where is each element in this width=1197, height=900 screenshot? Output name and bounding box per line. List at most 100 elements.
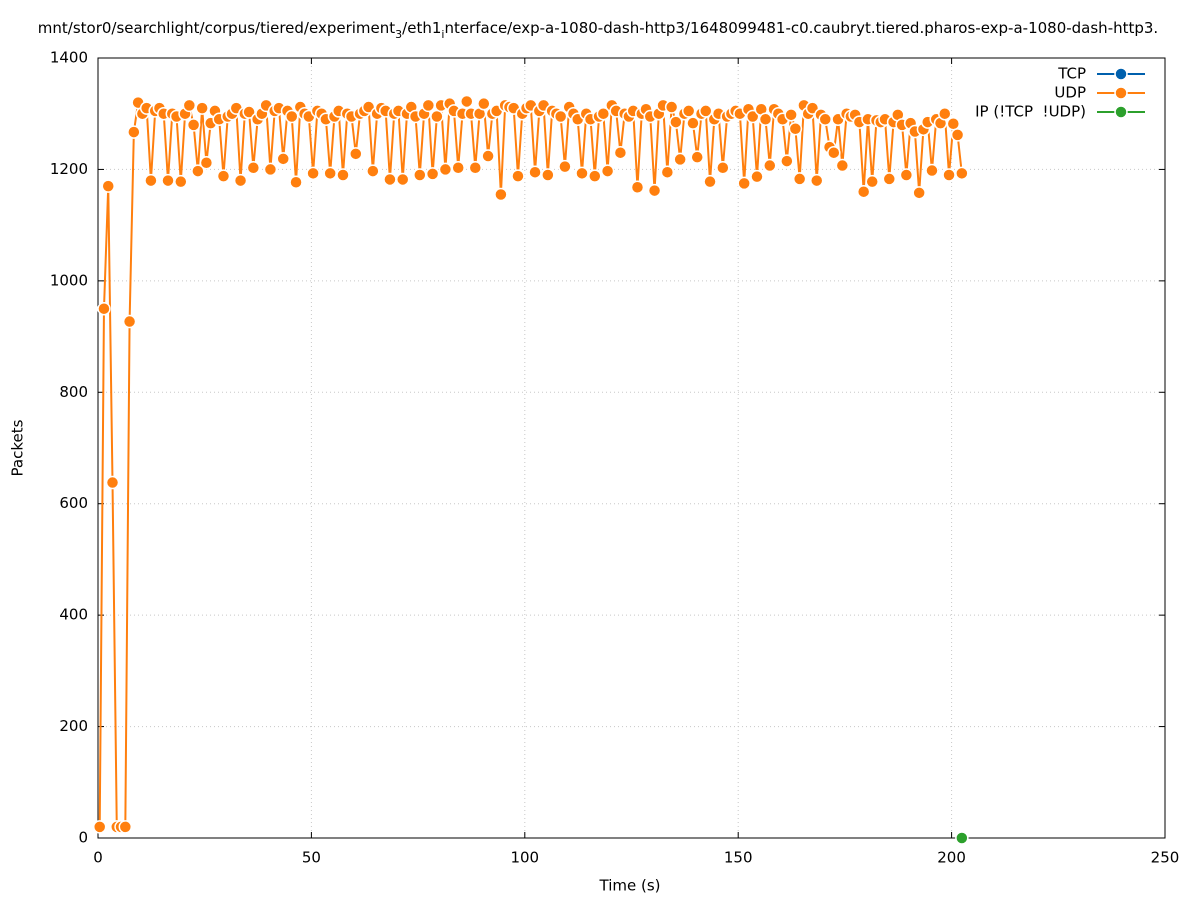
data-point [955, 831, 969, 845]
data-point [263, 162, 278, 177]
data-point [613, 145, 628, 160]
x-tick-label: 200 [937, 849, 966, 867]
data-point [101, 179, 115, 193]
data-point [127, 125, 141, 139]
data-point [276, 152, 290, 166]
data-point [750, 169, 764, 184]
data-point [703, 174, 717, 189]
data-point [575, 166, 589, 181]
data-point [242, 105, 256, 119]
data-point [395, 172, 410, 187]
x-tick-label: 250 [1151, 849, 1180, 867]
x-tick-label: 50 [302, 849, 321, 867]
data-point [553, 109, 568, 124]
data-point [451, 161, 465, 175]
data-point [289, 175, 303, 189]
data-point [737, 176, 751, 191]
y-tick-label: 0 [78, 829, 88, 847]
data-point [588, 169, 602, 183]
data-point [788, 122, 803, 136]
data-point [105, 475, 120, 490]
data-point [511, 169, 525, 183]
data-point [763, 158, 777, 173]
data-point [647, 183, 662, 198]
data-point [191, 164, 205, 178]
data-point [285, 109, 299, 124]
title-part: i [441, 28, 444, 41]
data-point [955, 166, 969, 181]
y-tick-label: 600 [59, 494, 88, 512]
data-point [950, 128, 965, 142]
data-point [425, 167, 440, 181]
data-point [186, 118, 201, 132]
x-tick-label: 0 [93, 849, 103, 867]
data-point [195, 101, 209, 115]
data-point [938, 106, 952, 121]
y-tick-label: 1400 [50, 49, 88, 67]
data-point [541, 168, 555, 182]
data-point [199, 155, 214, 170]
data-point [161, 173, 175, 188]
data-point [784, 108, 798, 122]
data-point [323, 166, 337, 181]
y-tick-label: 200 [59, 717, 88, 735]
data-point [946, 116, 961, 131]
legend-label: IP (!TCP !UDP) [975, 103, 1086, 121]
data-point [716, 161, 730, 175]
data-point [349, 147, 363, 161]
data-point [660, 165, 675, 179]
data-point [780, 154, 794, 168]
y-tick-label: 400 [59, 606, 88, 624]
y-tick-label: 1000 [50, 271, 88, 289]
legend-swatch [1114, 67, 1128, 81]
data-point [865, 174, 879, 189]
data-point [246, 161, 261, 175]
data-point [216, 169, 231, 183]
x-tick-label: 100 [510, 849, 539, 867]
data-point [600, 164, 615, 178]
data-point [669, 115, 683, 129]
legend-swatch [1114, 86, 1128, 100]
data-point [528, 165, 542, 179]
data-point [92, 820, 107, 834]
data-point [758, 112, 773, 127]
data-point [460, 94, 474, 109]
data-point [882, 172, 897, 186]
legend-label: UDP [1054, 84, 1086, 102]
data-point [912, 186, 926, 200]
y-tick-label: 800 [59, 383, 88, 401]
data-point [413, 168, 427, 182]
data-point [690, 150, 704, 164]
title-part: nterface/exp-a-1080-dash-http3/164809948… [444, 19, 1158, 37]
data-point [856, 184, 871, 199]
data-point [558, 159, 572, 174]
data-point [664, 100, 679, 114]
data-point [306, 166, 320, 181]
data-point [366, 164, 380, 178]
data-point [144, 173, 158, 188]
chart-title: mnt/stor0/searchlight/corpus/tiered/expe… [38, 19, 1158, 41]
data-point [630, 180, 645, 195]
data-point [925, 163, 939, 178]
data-point [421, 98, 436, 113]
data-point [596, 106, 611, 121]
data-point [97, 301, 111, 316]
data-point [681, 104, 696, 118]
title-part: /eth1 [402, 19, 441, 37]
data-point [942, 168, 956, 182]
y-axis-label: Packets [9, 419, 27, 476]
data-point [383, 172, 397, 187]
legend-label: TCP [1057, 65, 1086, 83]
data-point [477, 96, 491, 111]
x-axis-label: Time (s) [599, 877, 661, 895]
title-part: 3 [395, 28, 402, 41]
data-point [745, 109, 760, 124]
title-part: mnt/stor0/searchlight/corpus/tiered/expe… [38, 19, 395, 37]
data-point [233, 173, 248, 188]
plot-border [97, 57, 1166, 839]
data-point [899, 168, 914, 182]
data-point [336, 168, 350, 182]
data-point [494, 187, 508, 202]
